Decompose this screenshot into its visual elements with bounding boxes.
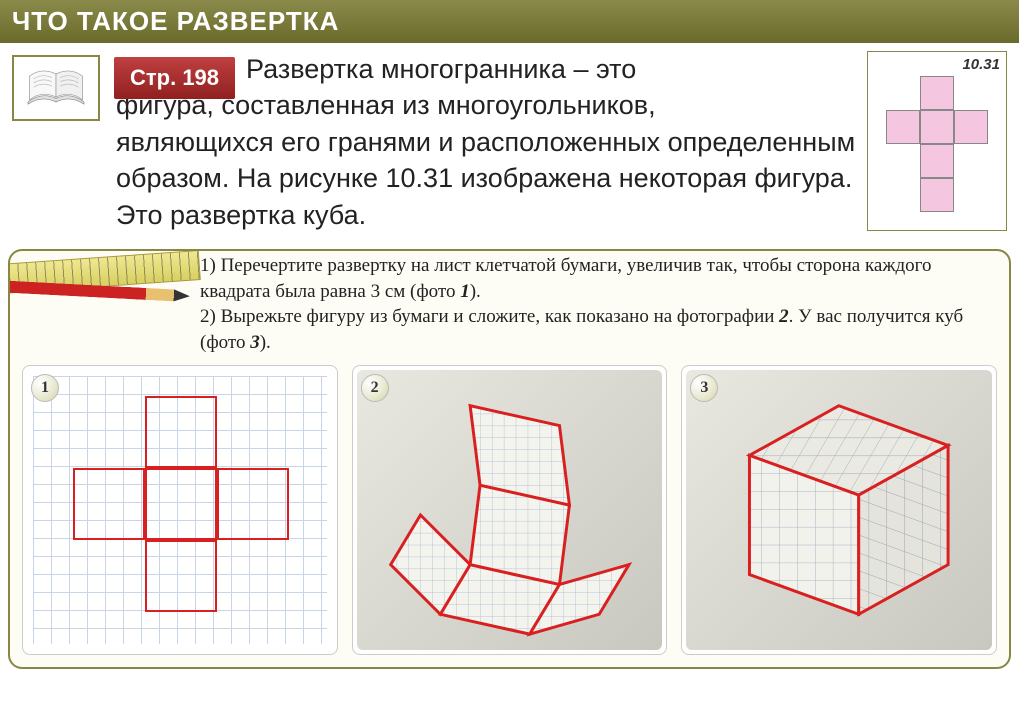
panel-2-badge: 2 <box>361 374 389 402</box>
slide-title: Что такое развертка <box>0 0 1019 43</box>
book-icon <box>12 55 100 121</box>
panel-1-badge: 1 <box>31 374 59 402</box>
ruler-pencil-graphic: 1) Перечертите развертку на лист клетчат… <box>10 251 1009 305</box>
folding-cube-photo <box>353 366 667 654</box>
panel-1: 1 <box>22 365 338 655</box>
panel-3: 3 <box>681 365 997 655</box>
item1-text: Перечертите развертку на лист клетчатой … <box>200 255 931 302</box>
photo-ref-1: 1 <box>460 281 470 302</box>
figure-label: 10.31 <box>962 56 1000 73</box>
panel-2: 2 <box>352 365 668 655</box>
item1-suffix: ). <box>470 281 481 302</box>
exercise-box: 1) Перечертите развертку на лист клетчат… <box>8 249 1011 669</box>
page-reference-badge: Стр. 198 <box>114 57 235 99</box>
definition-rest: являющихся его гранями и расположенных о… <box>116 124 857 233</box>
definition-section: Стр. 198 10.31 Развертка многогранника –… <box>0 43 1019 241</box>
figure-10-31: 10.31 <box>867 51 1007 231</box>
finished-cube-photo <box>682 366 996 654</box>
item1-num: 1) <box>200 255 216 276</box>
